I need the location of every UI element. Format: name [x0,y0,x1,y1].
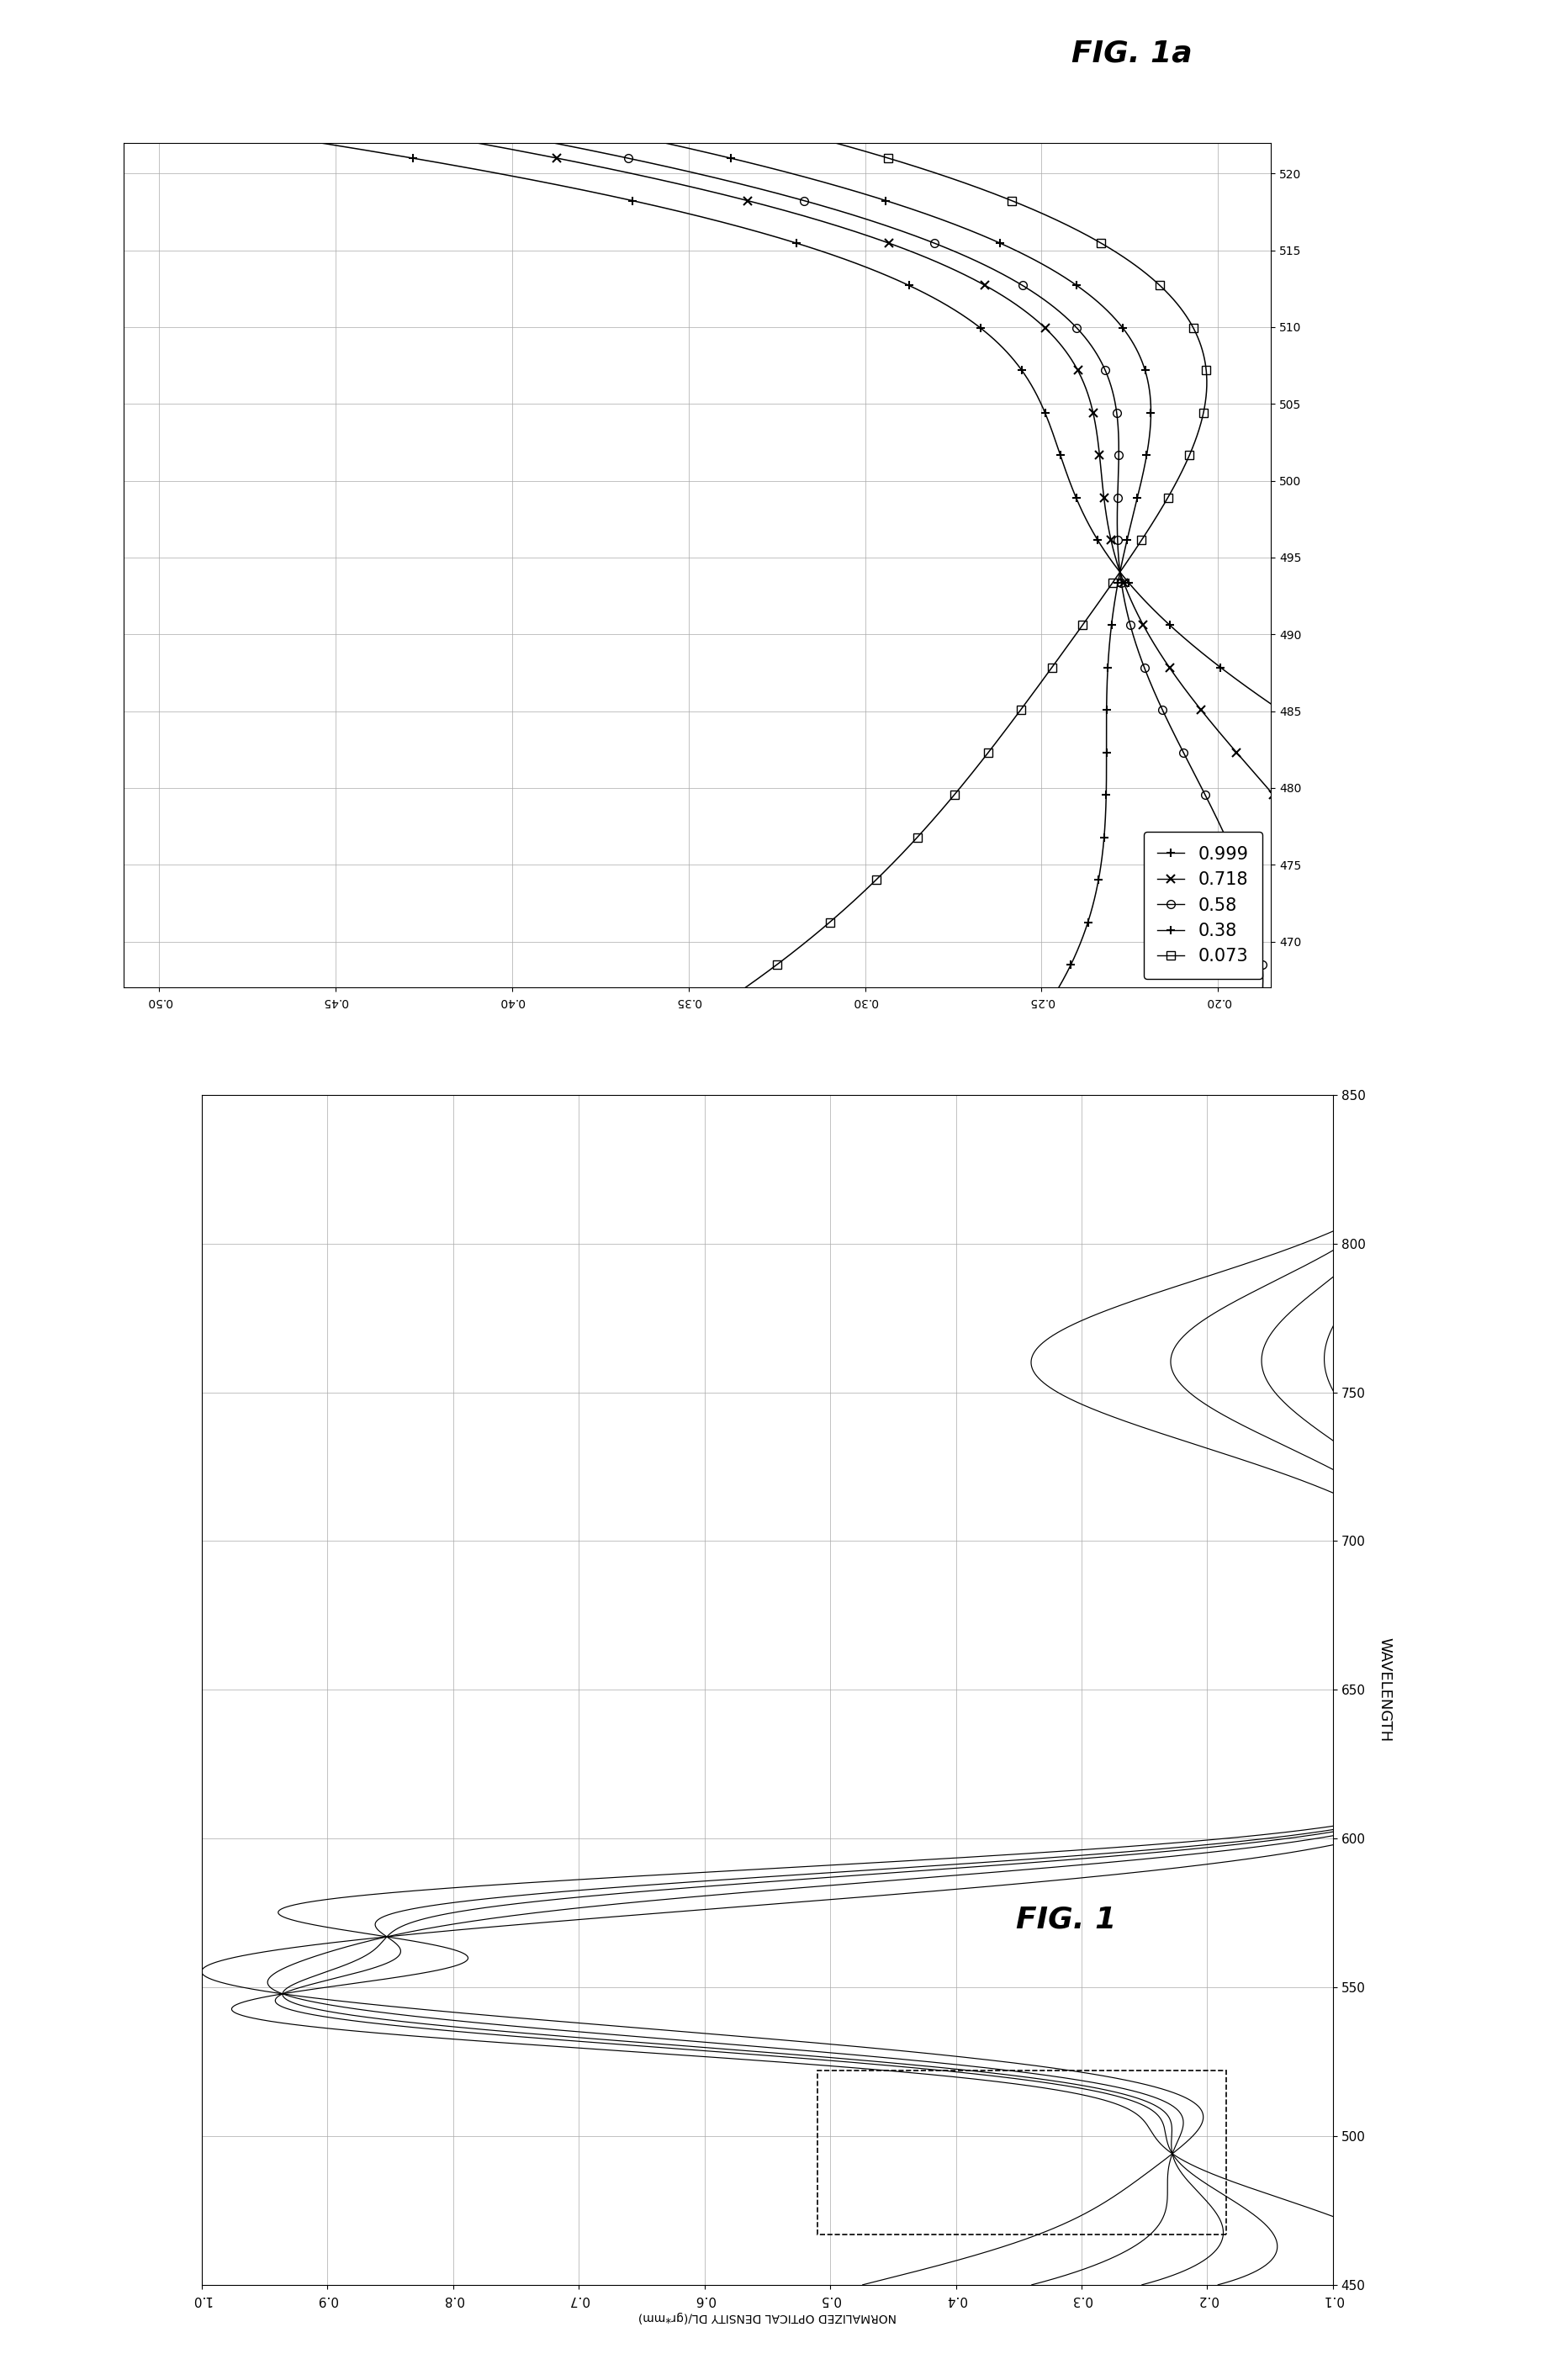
Text: FIG. 1a: FIG. 1a [1071,38,1192,67]
X-axis label: NORMALIZED OPTICAL DENSITY DL/(gr*mm): NORMALIZED OPTICAL DENSITY DL/(gr*mm) [639,2311,896,2323]
Bar [817,2071,1226,2235]
Y-axis label: WAVELENGTH: WAVELENGTH [1378,1637,1392,1742]
Text: FIG. 1: FIG. 1 [1017,1904,1116,1933]
Legend: 0.999, 0.718, 0.58, 0.38, 0.073: 0.999, 0.718, 0.58, 0.38, 0.073 [1144,831,1262,978]
